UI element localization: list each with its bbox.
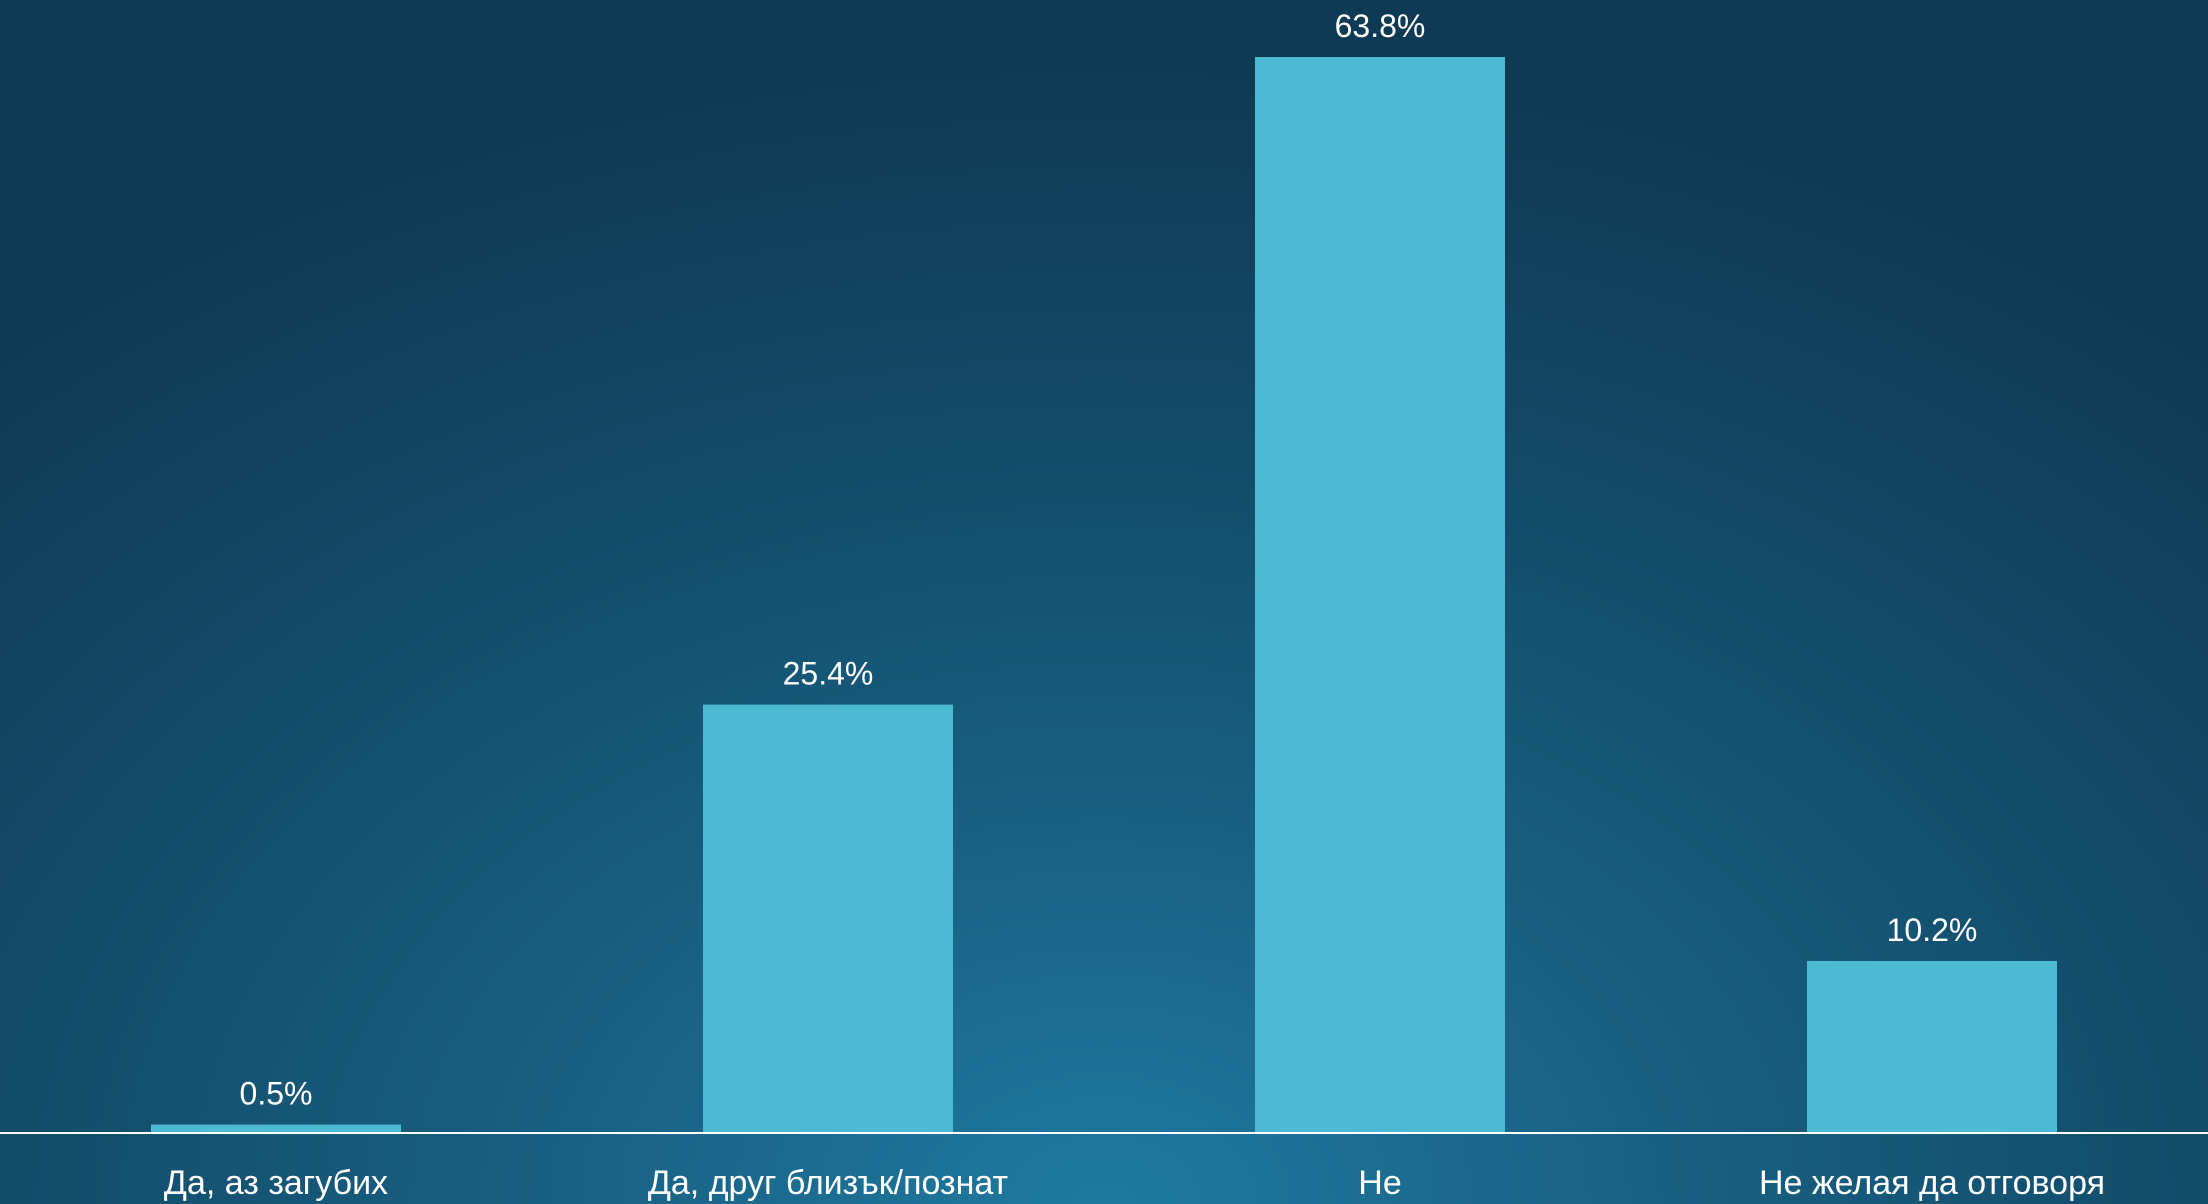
category-label-4: Не желая да отговоря [1759,1164,2105,1202]
data-label-1: 0.5% [240,1076,313,1112]
labels-group: 0.5% Да, аз загубих 25.4% Да, друг близък/п… [164,8,2105,1202]
bar-4 [1807,960,2057,1133]
bar-3 [1255,57,1505,1133]
data-label-3: 63.8% [1335,8,1426,44]
category-label-3: Не [1358,1164,1401,1202]
category-label-2: Да, друг близък/познат [648,1164,1008,1202]
data-label-4: 10.2% [1887,912,1978,948]
bar-1 [151,1124,401,1133]
data-label-2: 25.4% [783,656,874,692]
category-label-1: Да, аз загубих [164,1164,388,1202]
bars-group [151,57,2057,1133]
bar-2 [703,704,953,1133]
